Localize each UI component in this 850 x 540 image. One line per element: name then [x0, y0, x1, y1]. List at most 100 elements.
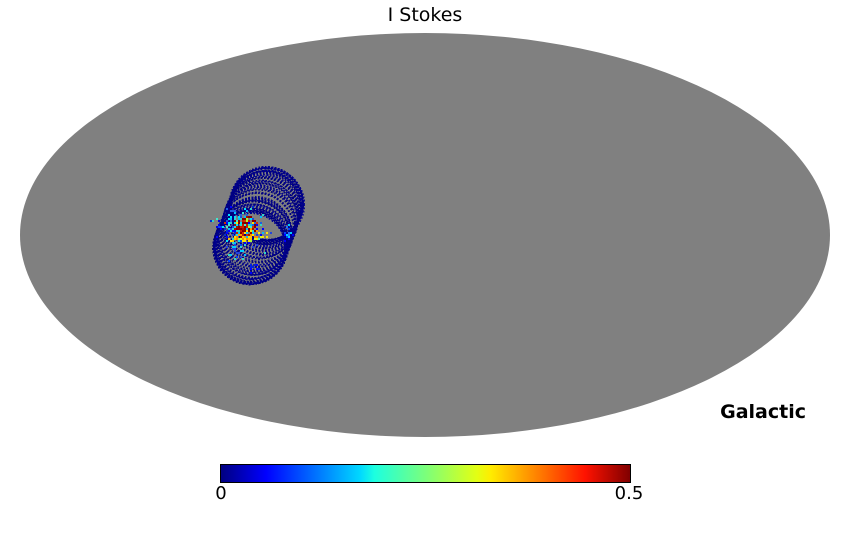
map-pixel	[250, 272, 252, 274]
map-pixel	[228, 218, 230, 220]
map-pixel	[244, 222, 246, 224]
map-pixel	[242, 238, 244, 240]
map-pixel	[230, 222, 232, 224]
map-pixel	[232, 234, 234, 236]
map-pixel	[246, 210, 248, 212]
map-pixel	[232, 240, 234, 242]
map-pixel	[236, 226, 238, 228]
map-pixel	[246, 234, 248, 236]
map-pixel	[254, 236, 256, 238]
map-pixel	[226, 220, 228, 222]
map-pixel	[244, 254, 246, 256]
map-pixel	[234, 238, 236, 240]
map-pixel	[248, 230, 250, 232]
map-pixel	[232, 230, 234, 232]
map-pixel	[246, 218, 248, 220]
map-pixel	[220, 226, 222, 228]
map-pixel	[262, 232, 264, 234]
map-pixel	[246, 238, 248, 240]
map-pixel	[242, 220, 244, 222]
map-pixel	[254, 224, 256, 226]
map-pixel	[244, 232, 246, 234]
map-pixel	[240, 216, 242, 218]
map-pixel	[216, 236, 218, 238]
map-pixel	[232, 238, 234, 240]
map-pixel	[234, 216, 236, 218]
map-pixel	[256, 238, 258, 240]
map-pixel	[252, 230, 254, 232]
colorbar	[220, 464, 631, 483]
map-pixel	[254, 226, 256, 228]
map-pixel	[246, 224, 248, 226]
map-pixel	[290, 232, 292, 234]
map-pixel	[242, 258, 244, 260]
map-pixel	[250, 216, 252, 218]
map-pixel	[226, 236, 228, 238]
map-pixel	[248, 222, 250, 224]
map-pixel	[258, 232, 260, 234]
map-pixel	[250, 208, 252, 210]
map-pixel	[226, 222, 228, 224]
map-pixel	[250, 268, 252, 270]
map-pixel	[242, 218, 244, 220]
map-pixel	[234, 220, 236, 222]
map-pixel	[246, 214, 248, 216]
map-pixel	[246, 236, 248, 238]
map-pixel	[236, 220, 238, 222]
map-pixel	[240, 256, 242, 258]
map-pixel	[236, 236, 238, 238]
map-pixel	[254, 220, 256, 222]
map-pixel	[230, 230, 232, 232]
map-pixel	[234, 218, 236, 220]
map-pixel	[246, 228, 248, 230]
map-pixel	[240, 226, 242, 228]
map-pixel	[244, 226, 246, 228]
map-pixel	[250, 236, 252, 238]
map-pixel	[252, 246, 254, 248]
map-pixel	[240, 228, 242, 230]
map-pixel	[232, 210, 234, 212]
map-pixel	[216, 226, 218, 228]
map-pixel	[234, 224, 236, 226]
map-pixel	[252, 222, 254, 224]
map-pixel	[228, 238, 230, 240]
map-pixel	[240, 250, 242, 252]
map-pixel	[248, 236, 250, 238]
map-pixel	[248, 238, 250, 240]
map-pixel	[236, 228, 238, 230]
map-pixel	[242, 250, 244, 252]
map-pixel	[238, 230, 240, 232]
map-pixel	[226, 246, 228, 248]
map-pixel	[252, 220, 254, 222]
map-pixel	[256, 264, 258, 266]
map-pixel	[240, 240, 242, 242]
coordinate-system-label: Galactic	[720, 401, 806, 423]
map-pixel	[236, 238, 238, 240]
map-pixel	[226, 230, 228, 232]
scan-ring	[214, 212, 287, 285]
map-pixel	[254, 238, 256, 240]
scan-ring	[229, 172, 302, 245]
map-pixel	[236, 232, 238, 234]
map-pixel	[226, 232, 228, 234]
map-pixel	[246, 216, 248, 218]
map-pixel	[218, 226, 220, 228]
map-pixel	[238, 218, 240, 220]
map-pixel	[244, 230, 246, 232]
map-pixel	[228, 222, 230, 224]
map-pixel	[242, 228, 244, 230]
map-pixel	[252, 224, 254, 226]
map-pixel	[218, 220, 220, 222]
map-pixel	[238, 238, 240, 240]
map-pixel	[238, 252, 240, 254]
map-pixel	[250, 264, 252, 266]
map-pixel	[258, 238, 260, 240]
scan-rings	[212, 165, 306, 286]
map-pixel	[242, 212, 244, 214]
map-pixel	[224, 234, 226, 236]
colorbar-min-tick-label: 0	[215, 483, 227, 504]
map-pixel	[230, 254, 232, 256]
map-pixel	[256, 222, 258, 224]
map-pixel	[292, 234, 294, 236]
map-pixel	[244, 244, 246, 246]
